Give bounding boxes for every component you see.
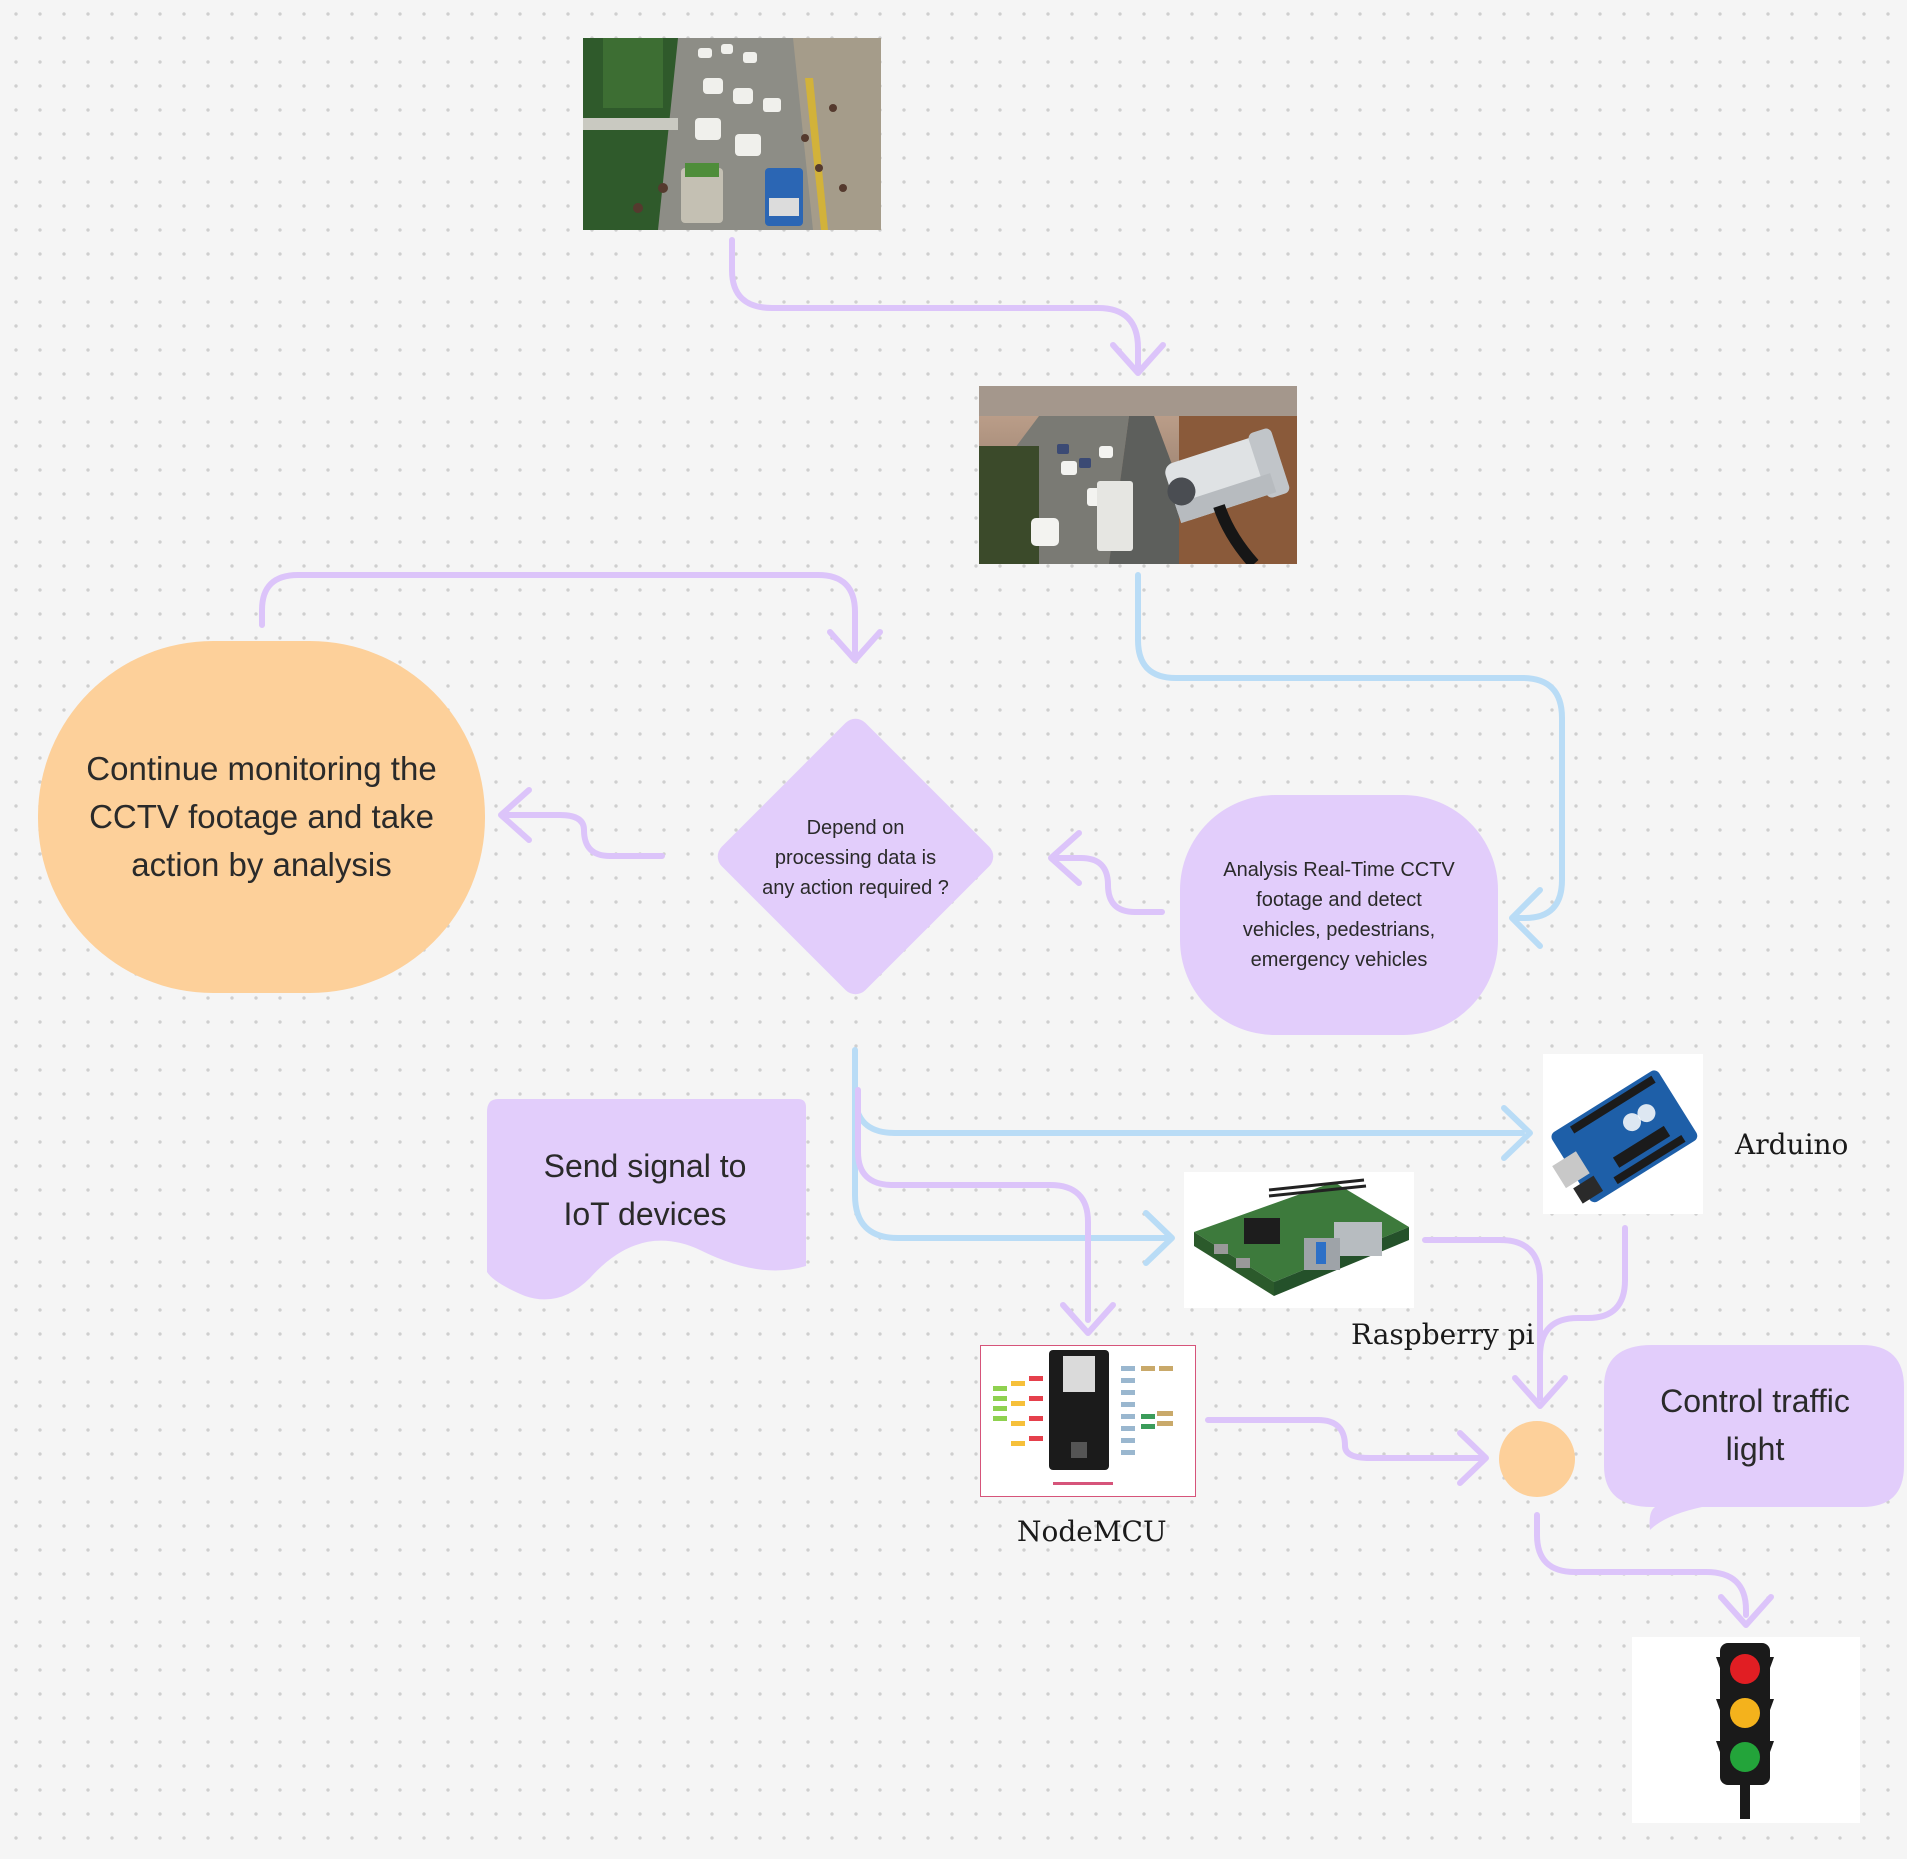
nodemcu-pinout-photo	[980, 1345, 1196, 1497]
traffic-jam-photo	[583, 38, 881, 230]
arrowhead-light	[1718, 1594, 1774, 1628]
cctv-camera-highway-photo	[979, 386, 1297, 564]
raspberry-label: Raspberry pi	[1351, 1318, 1535, 1351]
arrowhead-decision-right	[1048, 830, 1082, 886]
control-traffic-bubble-shape	[1604, 1345, 1904, 1530]
arrowhead-arduino	[1501, 1105, 1533, 1161]
traffic-light-icon	[1632, 1637, 1860, 1823]
arrowhead-hub-left	[1457, 1430, 1489, 1486]
control-traffic-node[interactable]: Control traffic light	[1620, 1355, 1890, 1495]
decision-diamond-shape	[717, 718, 994, 995]
send-signal-shape	[487, 1099, 806, 1300]
arrow-arduino-to-hub	[1537, 1225, 1628, 1359]
arrowhead-raspberry	[1143, 1210, 1175, 1266]
arrow-hub-to-light	[1534, 1512, 1749, 1618]
raspberry-pi-board-photo	[1184, 1172, 1414, 1308]
arrow-decision-to-arduino	[852, 1047, 1525, 1136]
junction-dot	[1499, 1421, 1575, 1497]
arrowhead-nodemcu	[1060, 1302, 1116, 1336]
decision-node[interactable]: Depend on processing data is any action …	[762, 790, 949, 925]
arrow-analysis-to-decision	[1052, 855, 1165, 915]
arrow-raspberry-to-hub	[1422, 1237, 1543, 1401]
control-traffic-label: Control traffic light	[1660, 1383, 1850, 1467]
arrowhead-analysis	[1509, 887, 1543, 949]
arrow-nodemcu-to-hub	[1205, 1417, 1485, 1461]
send-signal-label: Send signal to IoT devices	[543, 1148, 747, 1232]
arrow-continue-to-decision	[259, 572, 858, 658]
decision-label: Depend on processing data is any action …	[762, 816, 949, 899]
analysis-node[interactable]: Analysis Real-Time CCTV footage and dete…	[1180, 795, 1498, 1035]
arrowhead-decision-top	[827, 629, 883, 663]
send-signal-node[interactable]: Send signal to IoT devices	[510, 1135, 780, 1245]
arduino-board-photo	[1543, 1054, 1703, 1214]
continue-monitoring-label: Continue monitoring the CCTV footage and…	[86, 750, 437, 883]
arrow-decision-to-raspberry	[852, 1087, 1171, 1241]
arrow-decision-to-nodemcu	[855, 1087, 1091, 1323]
arrow-traffic-to-cctv	[729, 237, 1141, 373]
arrowhead-continue	[498, 787, 532, 843]
analysis-label: Analysis Real-Time CCTV footage and dete…	[1223, 859, 1455, 971]
arrowhead-hub-top	[1512, 1375, 1568, 1409]
nodemcu-label: NodeMCU	[1017, 1515, 1167, 1548]
continue-monitoring-node[interactable]: Continue monitoring the CCTV footage and…	[38, 641, 485, 993]
arrow-decision-to-continue	[502, 812, 665, 859]
arrowhead-cctv	[1110, 342, 1166, 376]
arduino-label: Arduino	[1735, 1128, 1849, 1161]
arrow-cctv-to-analysis	[1135, 572, 1565, 921]
